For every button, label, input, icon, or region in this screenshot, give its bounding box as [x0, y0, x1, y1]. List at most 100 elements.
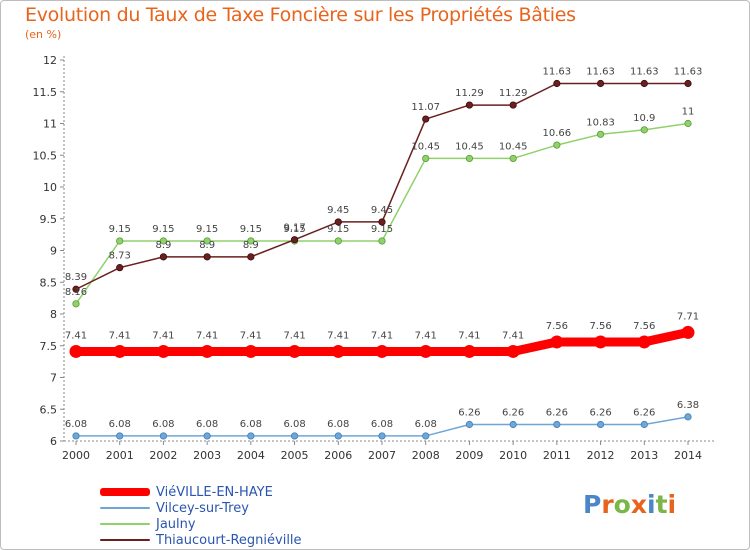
legend-item: Jaulny [100, 516, 302, 532]
x-tick-label: 2009 [455, 449, 483, 462]
data-point [550, 335, 564, 349]
data-point [419, 344, 433, 358]
legend-item: Vilcey-sur-Trey [100, 500, 302, 516]
logo-letter: i [667, 490, 677, 519]
x-tick-label: 2006 [324, 449, 352, 462]
y-tick-label: 10 [43, 181, 57, 194]
data-point [156, 344, 170, 358]
data-label: 9.45 [371, 205, 393, 216]
data-point [375, 344, 389, 358]
data-point [640, 420, 648, 429]
data-label: 8.73 [109, 251, 131, 262]
legend-label: Vilcey-sur-Trey [156, 500, 249, 516]
data-point [378, 218, 386, 226]
logo-letter: r [601, 490, 614, 519]
data-point [684, 119, 692, 128]
data-label: 7.71 [677, 311, 699, 322]
data-label: 10.66 [543, 128, 572, 139]
data-point [509, 154, 517, 163]
data-label: 8.9 [155, 240, 171, 251]
data-point [159, 253, 168, 261]
data-point [596, 420, 605, 429]
logo-letter: o [613, 490, 631, 519]
data-point [72, 300, 80, 308]
data-label: 7.41 [371, 330, 393, 341]
data-point [247, 237, 255, 245]
data-label: 9.15 [283, 224, 305, 235]
data-label: 7.56 [546, 321, 568, 332]
data-label: 6.08 [109, 419, 131, 430]
y-tick-label: 9.5 [40, 213, 58, 226]
data-label: 7.56 [633, 321, 655, 332]
data-point [203, 237, 211, 245]
data-point [116, 264, 124, 272]
data-label: 10.45 [411, 141, 440, 152]
data-point [334, 237, 342, 245]
logo-letter: P [583, 490, 602, 519]
x-tick-label: 2011 [543, 449, 571, 462]
proxiti-logo: Proxiti [583, 490, 676, 519]
legend-label: Thiaucourt-Regniéville [156, 532, 302, 548]
data-point [596, 79, 605, 88]
data-label: 6.26 [502, 407, 524, 418]
data-label: 6.26 [546, 407, 568, 418]
x-tick-label: 2004 [237, 449, 265, 462]
data-point [553, 141, 561, 149]
x-tick-label: 2014 [674, 449, 702, 462]
data-label: 11.07 [411, 102, 440, 113]
data-label: 9.17 [283, 223, 305, 234]
data-label: 9.15 [196, 224, 218, 235]
data-label: 8.9 [199, 240, 215, 251]
x-tick-label: 2010 [499, 449, 527, 462]
y-tick-label: 7 [50, 372, 57, 385]
y-tick-label: 6 [50, 435, 57, 448]
data-label: 9.15 [152, 224, 174, 235]
data-label: 11.63 [586, 66, 615, 77]
data-point [553, 79, 561, 88]
y-tick-label: 8 [50, 308, 57, 321]
x-tick-label: 2003 [193, 449, 221, 462]
data-point [640, 79, 648, 88]
data-label: 7.41 [240, 330, 262, 341]
data-point [509, 420, 517, 429]
data-point [72, 432, 80, 440]
data-point [594, 335, 608, 349]
legend-swatch [100, 488, 150, 496]
data-label: 6.08 [415, 419, 437, 430]
data-label: 8.9 [243, 240, 259, 251]
data-point [506, 344, 520, 358]
data-label: 7.41 [502, 330, 524, 341]
y-tick-label: 9 [50, 245, 57, 258]
data-point [640, 126, 648, 134]
x-tick-label: 2008 [412, 449, 440, 462]
x-tick-label: 2013 [630, 449, 658, 462]
data-point [288, 344, 302, 358]
y-tick-label: 12 [43, 54, 57, 67]
data-point [290, 432, 299, 440]
data-point [113, 344, 127, 358]
legend-item: ViéVILLE-EN-HAYE [100, 484, 302, 500]
data-point [637, 335, 651, 349]
data-label: 6.08 [65, 419, 87, 430]
x-tick-label: 2012 [587, 449, 615, 462]
x-tick-label: 2002 [149, 449, 177, 462]
x-tick-label: 2000 [62, 449, 90, 462]
data-label: 11.63 [630, 66, 659, 77]
data-point [159, 432, 168, 440]
logo-letter: i [647, 490, 656, 519]
y-tick-label: 7.5 [40, 340, 58, 353]
data-label: 6.08 [240, 419, 262, 430]
data-label: 6.26 [633, 407, 655, 418]
x-tick-label: 2001 [106, 449, 134, 462]
data-label: 11.63 [674, 66, 703, 77]
data-label: 7.41 [109, 330, 131, 341]
legend-swatch [100, 507, 150, 509]
data-point [465, 420, 474, 429]
data-label: 6.08 [196, 419, 218, 430]
data-label: 10.9 [633, 113, 655, 124]
data-label: 9.15 [327, 224, 349, 235]
data-label: 10.45 [455, 141, 484, 152]
data-point [334, 218, 342, 226]
data-point [422, 432, 430, 440]
